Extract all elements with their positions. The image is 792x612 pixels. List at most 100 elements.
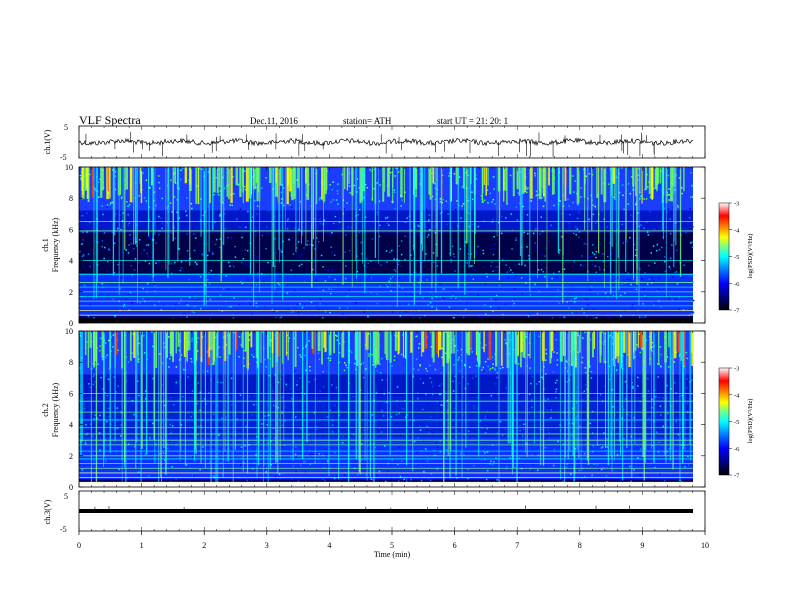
spectrogram-pixel bbox=[529, 213, 532, 216]
spectrogram-pixel bbox=[186, 316, 188, 318]
spectrogram-pixel bbox=[527, 315, 530, 318]
spectrogram-pixel bbox=[459, 212, 462, 214]
spectrogram-pixel bbox=[197, 167, 200, 205]
spectrogram-pixel bbox=[158, 261, 160, 264]
spectrogram-pixel bbox=[452, 253, 455, 255]
spectrogram-pixel bbox=[192, 418, 194, 420]
spectrogram-pixel bbox=[629, 192, 632, 195]
spectrogram-pixel bbox=[664, 260, 666, 263]
spectrogram-pixel bbox=[544, 446, 547, 449]
spectrogram-pixel bbox=[428, 214, 431, 216]
spectrogram-pixel bbox=[481, 369, 483, 371]
spectrogram-pixel bbox=[682, 309, 685, 311]
spectrogram-pixel bbox=[362, 167, 365, 192]
spectrogram-pixel bbox=[589, 338, 592, 341]
spectrogram-pixel bbox=[438, 331, 442, 350]
spectrogram-pixel bbox=[331, 384, 333, 386]
spectrogram-pixel bbox=[527, 354, 530, 356]
spectrogram-pixel bbox=[366, 265, 368, 268]
spectrogram-pixel bbox=[325, 454, 328, 456]
spectrogram-pixel bbox=[401, 273, 403, 275]
spectrogram-pixel bbox=[692, 226, 694, 228]
spectrogram-pixel bbox=[656, 290, 659, 292]
spectrogram-pixel bbox=[289, 306, 292, 309]
spectrogram-pixel bbox=[287, 331, 289, 361]
spectrogram-pixel bbox=[256, 305, 258, 308]
spectrogram-pixel bbox=[622, 194, 624, 197]
spectrogram-pixel bbox=[390, 290, 392, 292]
spectrogram-pixel bbox=[508, 332, 510, 334]
spectrogram-pixel bbox=[669, 426, 672, 428]
spectrogram-pixel bbox=[321, 278, 323, 281]
spectrogram-pixel bbox=[553, 425, 556, 428]
spectrogram-pixel bbox=[106, 204, 109, 206]
spectrogram-pixel bbox=[384, 445, 386, 447]
spectrogram-pixel bbox=[348, 167, 350, 184]
spectrogram-pixel bbox=[559, 249, 561, 251]
spectrogram-pixel bbox=[272, 404, 275, 407]
spectrogram-pixel bbox=[364, 216, 367, 218]
spectrogram-pixel bbox=[89, 386, 91, 389]
spectrogram-pixel bbox=[128, 213, 131, 216]
spectrogram-pixel bbox=[97, 181, 100, 183]
spectrogram-pixel bbox=[674, 272, 676, 274]
spectrogram-pixel bbox=[294, 416, 297, 418]
spectrogram-pixel bbox=[482, 201, 485, 203]
spectrogram-pixel bbox=[178, 359, 181, 361]
spectrogram-pixel bbox=[633, 416, 635, 419]
spectrogram-pixel bbox=[551, 331, 553, 359]
spectrogram-pixel bbox=[518, 167, 521, 196]
spectrogram-pixel bbox=[98, 432, 101, 434]
spectrogram-pixel bbox=[180, 298, 182, 301]
spectrogram-pixel bbox=[197, 382, 199, 384]
spectrogram-pixel bbox=[664, 256, 666, 258]
spectrogram-pixel bbox=[678, 177, 681, 179]
spectrogram-pixel bbox=[83, 407, 86, 410]
spectrogram-pixel bbox=[310, 301, 313, 304]
spectrogram-pixel bbox=[547, 398, 549, 400]
spectrogram-pixel bbox=[545, 466, 547, 469]
spectrogram-pixel bbox=[661, 222, 663, 224]
spectrogram-pixel bbox=[280, 251, 282, 253]
spectrogram-pixel bbox=[282, 187, 285, 189]
spectrogram-pixel bbox=[299, 377, 301, 379]
spectrogram-pixel bbox=[424, 447, 427, 450]
spectrogram-pixel bbox=[145, 308, 147, 311]
spectrogram-pixel bbox=[513, 466, 516, 469]
spectrogram-pixel bbox=[341, 441, 344, 444]
spectrogram-pixel bbox=[652, 245, 655, 247]
spectrogram-pixel bbox=[410, 295, 412, 297]
spectrogram-pixel bbox=[379, 363, 381, 365]
spectrogram-pixel bbox=[666, 424, 669, 427]
spectrogram-pixel bbox=[291, 434, 293, 437]
spectrogram-pixel bbox=[331, 419, 334, 422]
spectrogram-pixel bbox=[101, 239, 104, 242]
spectrogram-pixel bbox=[220, 462, 222, 464]
spectrogram-pixel bbox=[644, 294, 646, 297]
spectrogram-pixel bbox=[333, 254, 336, 257]
spectrogram-pixel bbox=[525, 186, 527, 188]
spectrogram-pixel bbox=[148, 422, 151, 424]
spectrogram-pixel bbox=[307, 240, 309, 242]
spectrogram-pixel bbox=[382, 167, 385, 202]
spectrogram-pixel bbox=[365, 257, 368, 260]
spectrogram-pixel bbox=[214, 336, 216, 339]
spectrogram-pixel bbox=[219, 238, 221, 240]
spectrogram-pixel bbox=[170, 432, 172, 434]
spectrogram-pixel bbox=[293, 370, 296, 373]
colorbar-tick-label: -3 bbox=[734, 366, 739, 373]
spectrogram-pixel bbox=[120, 424, 123, 426]
spectrogram-pixel bbox=[500, 232, 503, 235]
spectrogram-pixel bbox=[238, 303, 241, 306]
spectrogram-pixel bbox=[360, 389, 362, 391]
spectrogram-pixel bbox=[106, 261, 109, 263]
spectrogram-pixel bbox=[254, 199, 256, 202]
spectrogram-pixel bbox=[100, 376, 102, 379]
spectrogram-pixel bbox=[218, 215, 221, 217]
spectrogram-pixel bbox=[280, 316, 283, 318]
spectrogram-pixel bbox=[376, 213, 379, 216]
spectrogram-pixel bbox=[529, 468, 531, 470]
spectrogram-pixel bbox=[370, 478, 373, 480]
spectrogram-pixel bbox=[296, 384, 298, 386]
spectrogram-pixel bbox=[376, 182, 378, 184]
